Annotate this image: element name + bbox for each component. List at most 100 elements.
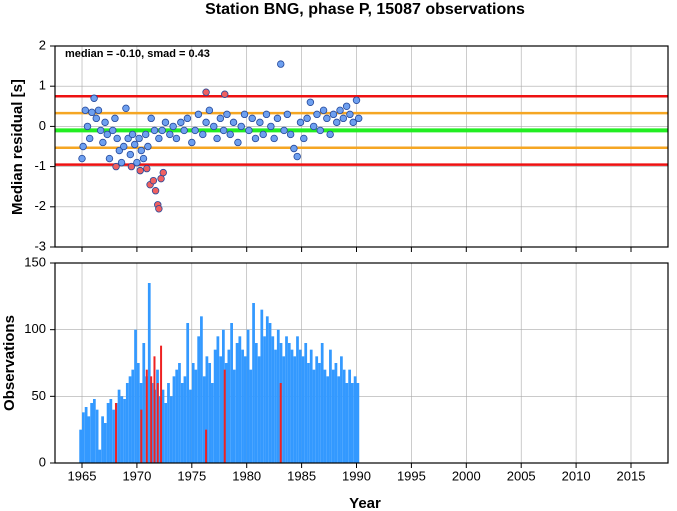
bar — [285, 336, 288, 463]
point — [355, 114, 363, 123]
bar — [279, 383, 282, 463]
point — [262, 110, 271, 119]
point — [183, 114, 192, 123]
bar — [161, 389, 165, 463]
point — [251, 134, 260, 143]
point — [296, 118, 305, 127]
bar — [304, 343, 308, 463]
y-tick-label: 50 — [32, 388, 46, 403]
point — [180, 126, 188, 135]
point — [151, 187, 160, 195]
point — [202, 88, 210, 96]
bar — [216, 336, 220, 463]
point — [172, 134, 181, 143]
bar — [342, 369, 346, 463]
bar — [109, 399, 113, 463]
point — [79, 142, 87, 151]
bar — [213, 349, 217, 463]
bar — [329, 349, 332, 463]
bar — [150, 376, 153, 463]
bar — [180, 383, 184, 463]
bar — [95, 409, 99, 463]
point — [234, 138, 242, 147]
point — [306, 98, 315, 106]
bar — [287, 343, 291, 463]
point — [240, 110, 249, 119]
point — [303, 114, 311, 123]
x-axis-label: Year — [349, 495, 381, 511]
point — [226, 130, 234, 139]
bar — [134, 329, 137, 463]
bar — [208, 363, 212, 463]
y-tick-label: 150 — [24, 254, 46, 269]
point — [127, 162, 136, 171]
bar — [320, 343, 324, 463]
point — [199, 130, 207, 139]
bar — [79, 429, 83, 463]
bar — [238, 336, 242, 463]
bar — [136, 363, 140, 463]
bar — [351, 383, 354, 463]
bar — [263, 336, 266, 463]
point — [191, 126, 199, 135]
point — [316, 126, 324, 135]
bar — [147, 283, 151, 463]
bar — [356, 383, 360, 463]
bar — [318, 363, 321, 463]
bar — [153, 356, 156, 463]
bar — [90, 403, 93, 463]
point — [342, 102, 351, 110]
bar — [169, 396, 173, 463]
x-tick-label: 1970 — [122, 468, 151, 483]
y-tick-label: 1 — [39, 78, 46, 93]
point — [99, 138, 107, 147]
point — [147, 114, 155, 123]
x-tick-label: 2000 — [452, 468, 481, 483]
bar — [334, 363, 338, 463]
bar — [243, 356, 247, 463]
point — [117, 158, 126, 167]
bar — [123, 399, 126, 463]
bar — [117, 389, 121, 463]
bar — [194, 369, 198, 463]
bar — [222, 329, 225, 463]
point — [135, 134, 143, 143]
point — [219, 126, 228, 135]
point — [105, 154, 114, 163]
point — [346, 110, 354, 119]
point — [329, 110, 338, 119]
bar — [92, 399, 96, 463]
bar — [268, 323, 272, 463]
bar — [315, 356, 319, 463]
bar — [235, 343, 239, 463]
x-tick-label: 1985 — [287, 468, 316, 483]
bar — [331, 369, 335, 463]
bar — [82, 412, 85, 463]
point — [349, 118, 357, 127]
bar — [254, 343, 258, 463]
bar — [312, 369, 316, 463]
point — [177, 118, 185, 127]
point — [101, 118, 109, 127]
y-axis-label: Observations — [1, 315, 18, 411]
point — [205, 106, 214, 115]
bar — [326, 376, 330, 463]
bar — [160, 345, 163, 463]
point — [313, 110, 321, 119]
bar — [156, 383, 159, 463]
bar — [219, 356, 223, 463]
plot-frame — [54, 262, 669, 464]
point — [283, 110, 292, 119]
point — [229, 118, 238, 127]
point — [136, 166, 144, 175]
bar — [348, 369, 352, 463]
bar — [340, 356, 343, 463]
bar — [84, 407, 88, 463]
bar — [307, 363, 310, 463]
point — [120, 142, 128, 151]
point — [280, 126, 288, 135]
point — [78, 154, 86, 163]
y-axis-label: Median residual [s] — [9, 79, 26, 215]
y-tick-label: 100 — [24, 321, 46, 336]
point — [309, 122, 318, 131]
